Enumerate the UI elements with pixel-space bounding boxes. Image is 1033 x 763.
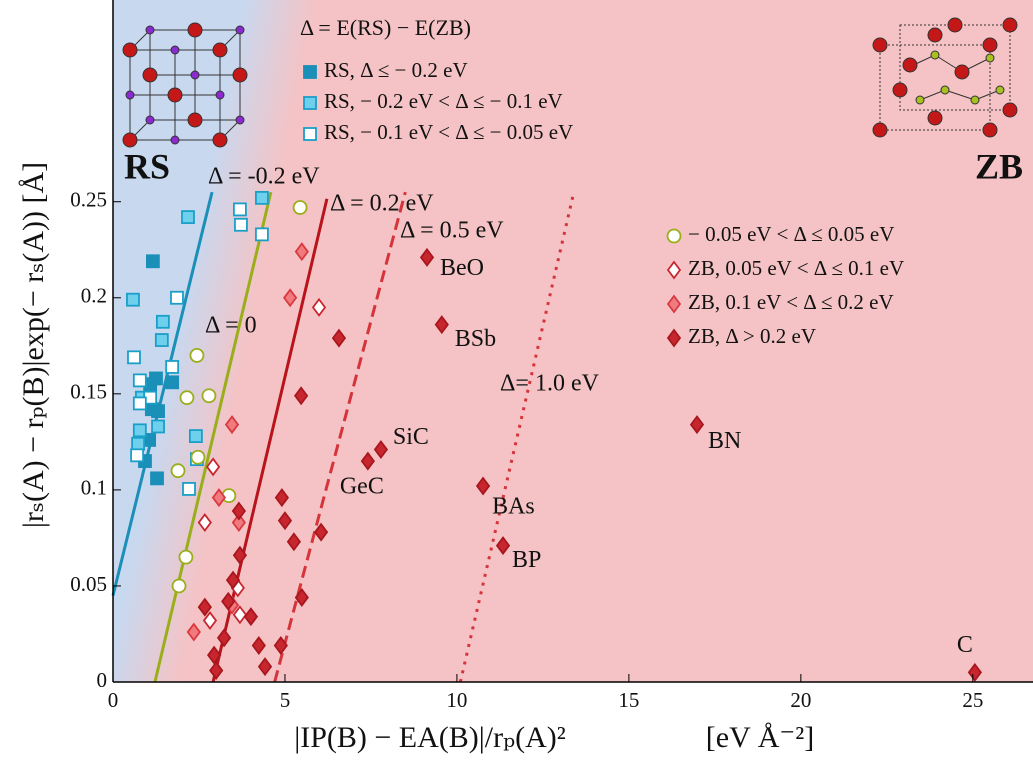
legend-label: RS, − 0.2 eV < Δ ≤ − 0.1 eV bbox=[324, 89, 563, 113]
square-marker bbox=[304, 66, 316, 78]
square-marker bbox=[256, 228, 268, 240]
circle-marker bbox=[172, 464, 185, 477]
y-axis-title: |rₛ(A) − rₚ(B)|exp(− rₛ(A)) [Å] bbox=[17, 162, 50, 528]
region-label: RS bbox=[124, 146, 170, 186]
circle-marker bbox=[180, 391, 193, 404]
circle-marker bbox=[179, 551, 192, 564]
x-axis-title: |IP(B) − EA(B)|/rₚ(A)² bbox=[294, 721, 566, 754]
square-marker bbox=[128, 351, 140, 363]
x-tick-label: 25 bbox=[962, 688, 983, 712]
square-marker bbox=[134, 374, 146, 386]
page: {"chart_data": { "type": "scatter", "leg… bbox=[0, 0, 1033, 763]
point-label: BP bbox=[512, 547, 541, 573]
y-tick-label: 0.1 bbox=[81, 476, 107, 500]
square-marker bbox=[157, 316, 169, 328]
square-marker bbox=[132, 438, 144, 450]
x-tick-label: 20 bbox=[790, 688, 811, 712]
legend-label: ZB, 0.05 eV < Δ ≤ 0.1 eV bbox=[688, 256, 904, 280]
square-marker bbox=[171, 292, 183, 304]
x-tick-label: 10 bbox=[446, 688, 467, 712]
plot-background bbox=[113, 0, 1033, 682]
x-axis-units: [eV Å⁻²] bbox=[706, 721, 814, 754]
y-tick-label: 0.15 bbox=[70, 380, 107, 404]
point-label: BAs bbox=[492, 494, 535, 520]
legend-label: RS, Δ ≤ − 0.2 eV bbox=[324, 58, 468, 82]
legend-label: − 0.05 eV < Δ ≤ 0.05 eV bbox=[688, 222, 894, 246]
legend-label: ZB, 0.1 eV < Δ ≤ 0.2 eV bbox=[688, 290, 894, 314]
legend-title: Δ = E(RS) − E(ZB) bbox=[300, 15, 471, 40]
region-label: ZB bbox=[975, 146, 1023, 186]
square-marker bbox=[182, 211, 194, 223]
circle-marker bbox=[668, 230, 681, 243]
square-marker bbox=[304, 97, 316, 109]
circle-marker bbox=[191, 451, 204, 464]
line-label: Δ = -0.2 eV bbox=[208, 164, 320, 190]
circle-marker bbox=[294, 201, 307, 214]
line-label: Δ = 0 bbox=[205, 313, 257, 339]
point-label: C bbox=[957, 632, 973, 658]
square-marker bbox=[166, 376, 178, 388]
square-marker bbox=[152, 420, 164, 432]
y-tick-label: 0.05 bbox=[70, 572, 107, 596]
square-marker bbox=[147, 255, 159, 267]
square-marker bbox=[304, 128, 316, 140]
x-tick-label: 5 bbox=[280, 688, 291, 712]
y-tick-label: 0 bbox=[97, 668, 108, 692]
square-marker bbox=[256, 192, 268, 204]
line-label: Δ= 1.0 eV bbox=[500, 371, 600, 397]
square-marker bbox=[156, 334, 168, 346]
square-marker bbox=[127, 294, 139, 306]
square-marker bbox=[131, 449, 143, 461]
point-label: BeO bbox=[440, 255, 484, 281]
square-marker bbox=[183, 483, 195, 495]
point-label: GeC bbox=[340, 474, 384, 500]
square-marker bbox=[152, 405, 164, 417]
line-label: Δ = 0.2 eV bbox=[330, 191, 434, 217]
line-label: Δ = 0.5 eV bbox=[400, 218, 504, 244]
square-marker bbox=[235, 219, 247, 231]
square-marker bbox=[134, 424, 146, 436]
square-marker bbox=[134, 397, 146, 409]
square-marker bbox=[166, 361, 178, 373]
circle-marker bbox=[173, 579, 186, 592]
square-marker bbox=[190, 430, 202, 442]
square-marker bbox=[234, 203, 246, 215]
square-marker bbox=[151, 472, 163, 484]
x-tick-label: 15 bbox=[618, 688, 639, 712]
legend-label: RS, − 0.1 eV < Δ ≤ − 0.05 eV bbox=[324, 120, 573, 144]
point-label: SiC bbox=[393, 424, 429, 450]
chart: Δ = E(RS) − E(ZB) RS ZB |rₛ(A) − rₚ(B)|e… bbox=[0, 0, 1033, 763]
point-label: BN bbox=[708, 428, 741, 454]
point-label: BSb bbox=[455, 326, 496, 352]
x-tick-label: 0 bbox=[108, 688, 119, 712]
legend-label: ZB, Δ > 0.2 eV bbox=[688, 324, 816, 348]
y-tick-label: 0.25 bbox=[70, 188, 107, 212]
circle-marker bbox=[202, 389, 215, 402]
y-tick-label: 0.2 bbox=[81, 284, 107, 308]
circle-marker bbox=[190, 349, 203, 362]
